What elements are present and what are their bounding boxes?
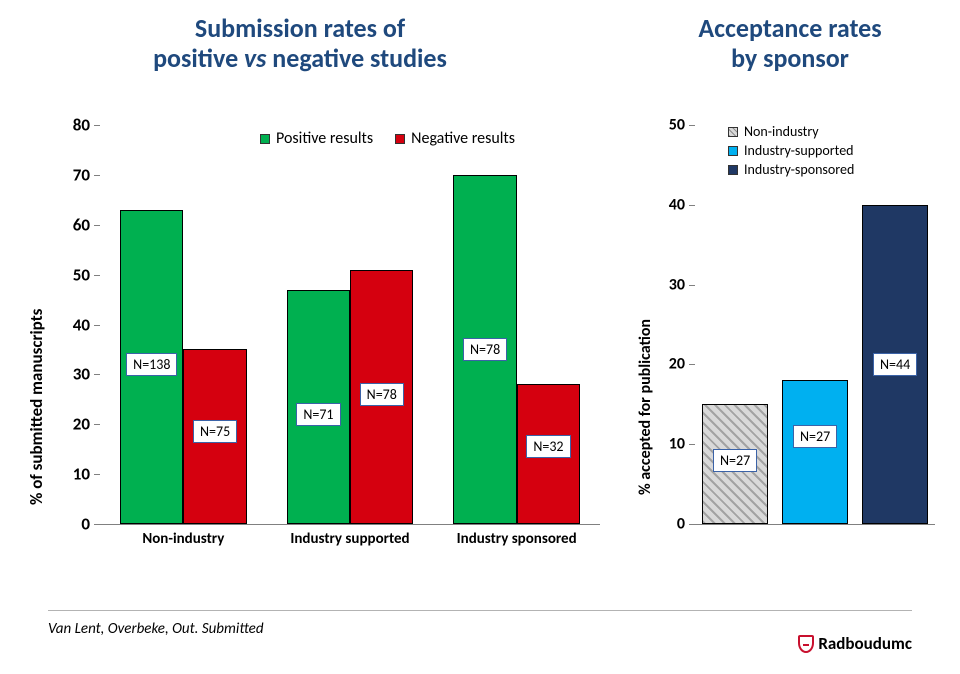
left-chart: % of submitted manuscripts 0102030405060… bbox=[30, 115, 610, 555]
footer-rule bbox=[48, 610, 912, 611]
legend-label: Non-industry bbox=[744, 123, 819, 140]
legend-swatch bbox=[728, 127, 738, 137]
legend-swatch bbox=[260, 134, 270, 144]
ytick-label: 50 bbox=[73, 264, 100, 285]
n-label: N=27 bbox=[713, 449, 757, 472]
ytick-label: 20 bbox=[73, 414, 100, 435]
right-legend: Non-industry Industry-supported Industry-s… bbox=[728, 123, 854, 180]
legend-label: Industry-supported bbox=[744, 142, 854, 159]
logo-shield-icon bbox=[798, 635, 814, 653]
legend-label: Positive results bbox=[276, 129, 373, 148]
legend-swatch bbox=[728, 146, 738, 156]
ytick-label: 0 bbox=[81, 514, 100, 535]
category-label: Non-industry bbox=[100, 524, 267, 548]
n-label: N=78 bbox=[463, 338, 507, 361]
legend-swatch bbox=[728, 165, 738, 175]
right-chart: % accepted for publication 01020304050N=… bbox=[640, 115, 945, 555]
left-plot: 01020304050607080Non-industryIndustry su… bbox=[100, 125, 600, 525]
ytick-label: 40 bbox=[669, 195, 695, 214]
n-label: N=78 bbox=[360, 383, 404, 406]
ytick-label: 20 bbox=[669, 355, 695, 374]
right-ylabel: % accepted for publication bbox=[636, 319, 655, 495]
left-legend: Positive results Negative results bbox=[260, 129, 515, 148]
n-label: N=138 bbox=[126, 353, 177, 376]
n-label: N=27 bbox=[793, 425, 837, 448]
legend-item: Positive results bbox=[260, 129, 373, 148]
bar bbox=[782, 380, 848, 524]
legend-label: Negative results bbox=[411, 129, 515, 148]
slide: Submission rates ofpositive vs negative … bbox=[0, 0, 960, 674]
title-left-line: Submission rates ofpositive vs negative … bbox=[90, 14, 510, 74]
n-label: N=44 bbox=[873, 353, 917, 376]
title-right: Acceptance ratesby sponsor bbox=[640, 14, 940, 74]
ytick-label: 50 bbox=[669, 116, 695, 135]
left-ylabel: % of submitted manuscripts bbox=[26, 309, 47, 505]
right-plot: 01020304050N=27N=27N=44 bbox=[695, 125, 935, 525]
ytick-label: 30 bbox=[669, 275, 695, 294]
title-right-line: Acceptance ratesby sponsor bbox=[640, 14, 940, 74]
n-label: N=32 bbox=[526, 435, 570, 458]
n-label: N=71 bbox=[296, 403, 340, 426]
category-label: Industry sponsored bbox=[433, 524, 600, 548]
ytick-label: 0 bbox=[677, 515, 695, 534]
legend-label: Industry-sponsored bbox=[744, 161, 854, 178]
citation: Van Lent, Overbeke, Out. Submitted bbox=[48, 620, 264, 638]
legend-swatch bbox=[395, 134, 405, 144]
category-label: Industry supported bbox=[267, 524, 434, 548]
ytick-label: 60 bbox=[73, 214, 100, 235]
logo-text: Radboudumc bbox=[818, 633, 912, 654]
ytick-label: 30 bbox=[73, 364, 100, 385]
title-left: Submission rates ofpositive vs negative … bbox=[90, 14, 510, 74]
ytick-label: 80 bbox=[73, 115, 100, 136]
legend-item: Industry-sponsored bbox=[728, 161, 854, 178]
ytick-label: 40 bbox=[73, 314, 100, 335]
legend-item: Industry-supported bbox=[728, 142, 854, 159]
legend-item: Non-industry bbox=[728, 123, 854, 140]
ytick-label: 10 bbox=[73, 464, 100, 485]
legend-item: Negative results bbox=[395, 129, 515, 148]
logo: Radboudumc bbox=[798, 633, 912, 654]
ytick-label: 70 bbox=[73, 164, 100, 185]
n-label: N=75 bbox=[193, 420, 237, 443]
ytick-label: 10 bbox=[669, 435, 695, 454]
